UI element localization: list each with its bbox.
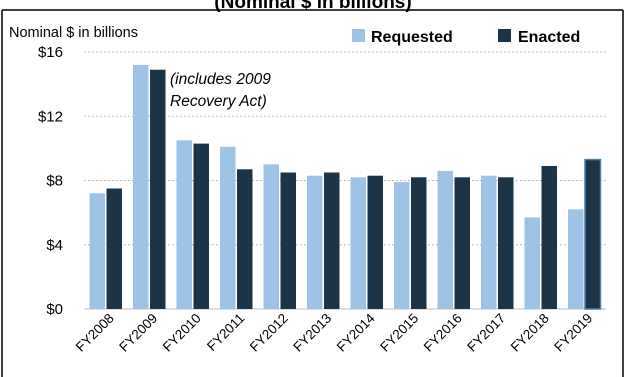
- x-tick-label-fy2013: FY2013: [290, 311, 334, 355]
- bar-enacted-fy2013: [324, 172, 340, 309]
- annotation: (includes 2009 Recovery Act): [170, 71, 271, 110]
- bar-requested-fy2013: [307, 175, 323, 309]
- legend: Requested Enacted: [352, 29, 580, 46]
- x-tick-label-fy2009: FY2009: [116, 311, 160, 355]
- bar-requested-fy2008: [89, 193, 105, 309]
- bar-requested-fy2016: [437, 170, 453, 309]
- legend-label-enacted: Enacted: [518, 29, 580, 46]
- bar-enacted-fy2016: [454, 177, 470, 309]
- legend-swatch-requested: [352, 29, 365, 42]
- x-tick-label-fy2008: FY2008: [73, 311, 117, 355]
- bar-enacted-fy2009: [150, 69, 166, 309]
- x-tick-labels: FY2008 FY2009 FY2010 FY2011 FY2012 FY2013 FY20…: [73, 310, 596, 354]
- gridlines: [84, 51, 606, 310]
- bar-enacted-fy2014: [367, 175, 383, 309]
- x-tick-label-fy2014: FY2014: [334, 310, 378, 354]
- bar-enacted-fy2010: [193, 143, 209, 309]
- x-tick-label-fy2017: FY2017: [464, 311, 508, 355]
- y-unit-label: Nominal $ in billions: [9, 25, 138, 41]
- annotation-line-2: Recovery Act): [170, 93, 267, 110]
- bar-requested-fy2012: [263, 164, 279, 309]
- legend-swatch-enacted: [498, 29, 511, 42]
- bar-enacted-fy2019: [584, 158, 602, 310]
- bars: [89, 64, 602, 310]
- x-tick-label-fy2019: FY2019: [551, 311, 595, 355]
- bar-enacted-fy2017: [498, 177, 514, 309]
- legend-label-requested: Requested: [371, 29, 453, 46]
- bar-requested-fy2017: [481, 175, 497, 309]
- y-tick-label: $8: [46, 173, 63, 190]
- bar-requested-fy2011: [220, 146, 236, 309]
- y-tick-label: $4: [46, 237, 63, 254]
- bar-requested-fy2019: [568, 209, 584, 309]
- y-tick-label: $0: [46, 301, 63, 318]
- bar-requested-fy2014: [350, 177, 366, 309]
- x-tick-label-fy2012: FY2012: [247, 311, 291, 355]
- bar-requested-fy2015: [394, 182, 410, 309]
- bar-requested-fy2018: [524, 217, 540, 309]
- bar-enacted-fy2015: [411, 177, 427, 309]
- x-tick-label-fy2018: FY2018: [508, 311, 552, 355]
- bar-requested-fy2009: [133, 64, 149, 310]
- chart-title: (Nominal $ in billions): [214, 0, 411, 13]
- bar-enacted-fy2012: [280, 172, 296, 309]
- bar-enacted-fy2011: [237, 169, 253, 309]
- y-tick-labels: $0 $4 $8 $12 $16: [38, 44, 63, 318]
- y-tick-label: $16: [38, 44, 63, 61]
- x-tick-label-fy2011: FY2011: [204, 311, 247, 354]
- annotation-line-1: (includes 2009: [170, 71, 271, 88]
- bar-enacted-fy2008: [106, 188, 122, 309]
- x-tick-label-fy2016: FY2016: [421, 311, 465, 355]
- bar-requested-fy2010: [176, 140, 192, 309]
- y-tick-label: $12: [38, 108, 63, 125]
- x-tick-label-fy2010: FY2010: [160, 311, 204, 355]
- x-tick-label-fy2015: FY2015: [377, 311, 421, 355]
- bar-enacted-fy2018: [541, 166, 557, 309]
